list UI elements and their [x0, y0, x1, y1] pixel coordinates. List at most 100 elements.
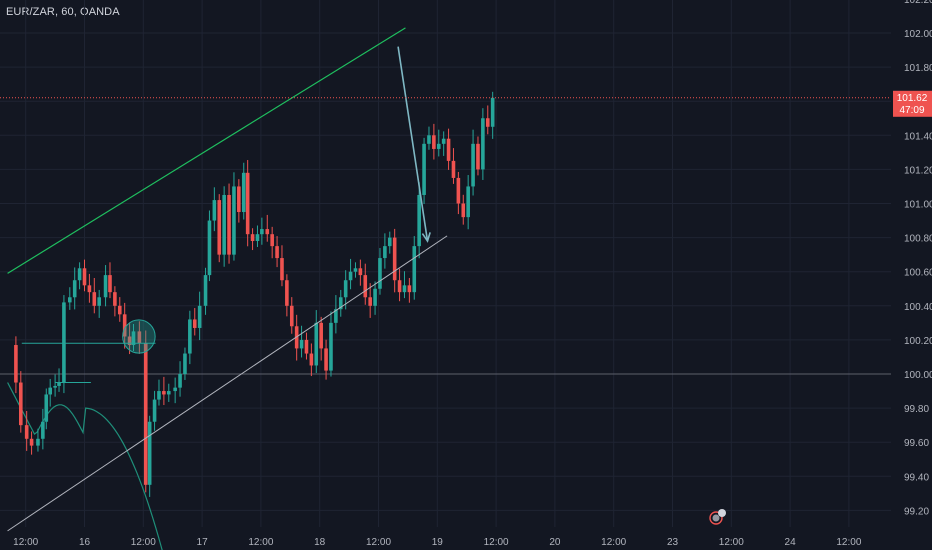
candle-up[interactable]: [353, 268, 358, 272]
candle-down[interactable]: [82, 268, 87, 286]
candle-up[interactable]: [72, 280, 77, 298]
lower-trendline[interactable]: [7, 235, 448, 532]
candle-down[interactable]: [14, 345, 18, 383]
candle-down[interactable]: [24, 425, 29, 439]
candle-up[interactable]: [103, 275, 108, 298]
candle-down[interactable]: [245, 172, 250, 235]
candle-up[interactable]: [97, 297, 101, 306]
candle-down[interactable]: [309, 353, 314, 366]
candle-down[interactable]: [237, 186, 241, 213]
candle-down[interactable]: [407, 285, 412, 293]
candle-down[interactable]: [280, 258, 284, 281]
candle-down[interactable]: [461, 203, 466, 218]
candle-down[interactable]: [265, 229, 270, 235]
upper-trendline[interactable]: [7, 27, 406, 274]
candle-down[interactable]: [363, 275, 368, 298]
candle-up[interactable]: [373, 288, 377, 306]
candle-up[interactable]: [260, 229, 264, 235]
candle-up[interactable]: [48, 387, 52, 395]
candle-up[interactable]: [183, 353, 187, 374]
candle-down[interactable]: [227, 194, 231, 255]
candle-down[interactable]: [368, 297, 372, 306]
candle-up[interactable]: [157, 391, 161, 400]
candle-up[interactable]: [378, 258, 382, 289]
candle-up[interactable]: [299, 339, 304, 349]
candle-up[interactable]: [436, 143, 441, 149]
candle-up[interactable]: [471, 143, 475, 187]
candle-down[interactable]: [485, 118, 490, 127]
candle-up[interactable]: [197, 305, 202, 328]
candle-down[interactable]: [117, 305, 122, 315]
candle-up[interactable]: [207, 220, 212, 276]
candle-down[interactable]: [358, 268, 363, 276]
candle-down[interactable]: [456, 177, 461, 204]
alert-icon[interactable]: [709, 511, 723, 525]
candle-up[interactable]: [348, 271, 353, 281]
candle-up[interactable]: [53, 385, 57, 388]
candle-up[interactable]: [412, 246, 417, 293]
highlight-ellipse[interactable]: [122, 319, 156, 354]
candle-down[interactable]: [446, 138, 451, 161]
candle-up[interactable]: [427, 135, 431, 144]
candle-down[interactable]: [432, 135, 436, 149]
candle-down[interactable]: [270, 234, 274, 247]
candle-up[interactable]: [387, 237, 392, 247]
candle-up[interactable]: [241, 172, 246, 213]
candle-up[interactable]: [222, 194, 226, 255]
candle-down[interactable]: [192, 319, 197, 328]
candle-down[interactable]: [250, 234, 255, 242]
candle-down[interactable]: [397, 280, 402, 293]
candle-down[interactable]: [108, 275, 112, 293]
candle-up[interactable]: [441, 138, 446, 144]
candle-down[interactable]: [19, 382, 23, 426]
candle-down[interactable]: [137, 331, 142, 344]
candle-up[interactable]: [203, 275, 208, 306]
candle-up[interactable]: [343, 280, 348, 298]
candle-down[interactable]: [92, 292, 97, 306]
candle-up[interactable]: [36, 438, 40, 446]
candle-down[interactable]: [392, 237, 397, 281]
candle-up[interactable]: [131, 331, 136, 346]
candle-down[interactable]: [319, 322, 323, 349]
candle-up[interactable]: [57, 382, 61, 386]
candle-up[interactable]: [188, 319, 192, 354]
candle-up[interactable]: [232, 186, 236, 255]
candle-down[interactable]: [113, 292, 117, 306]
candle-down[interactable]: [87, 285, 92, 293]
candle-up[interactable]: [173, 387, 177, 392]
candle-down[interactable]: [451, 160, 456, 178]
candle-down[interactable]: [476, 143, 480, 170]
candle-up[interactable]: [383, 246, 387, 259]
candle-up[interactable]: [44, 394, 49, 422]
candle-up[interactable]: [212, 200, 217, 221]
candle-up[interactable]: [490, 97, 495, 127]
candle-down[interactable]: [304, 339, 309, 354]
candle-up[interactable]: [166, 391, 171, 395]
candle-up[interactable]: [152, 399, 157, 422]
candle-up[interactable]: [417, 194, 421, 247]
candle-up[interactable]: [329, 322, 333, 371]
candle-up[interactable]: [422, 143, 426, 195]
candle-down[interactable]: [122, 314, 127, 337]
candle-down[interactable]: [217, 200, 222, 255]
candle-down[interactable]: [289, 305, 294, 327]
candle-down[interactable]: [162, 391, 166, 395]
candle-down[interactable]: [324, 348, 328, 371]
candle-up[interactable]: [314, 322, 319, 366]
candle-up[interactable]: [62, 302, 66, 383]
candle-up[interactable]: [466, 186, 470, 218]
projection-arrow[interactable]: [397, 46, 429, 242]
candle-down[interactable]: [29, 438, 34, 446]
candle-up[interactable]: [481, 118, 485, 170]
candle-down[interactable]: [275, 246, 279, 259]
candle-up[interactable]: [334, 309, 338, 323]
candle-up[interactable]: [255, 234, 260, 242]
candle-down[interactable]: [127, 336, 132, 346]
candle-up[interactable]: [402, 285, 407, 293]
candle-up[interactable]: [41, 421, 45, 439]
candle-up[interactable]: [178, 374, 182, 388]
candle-up[interactable]: [147, 421, 152, 485]
candle-down[interactable]: [143, 343, 148, 485]
